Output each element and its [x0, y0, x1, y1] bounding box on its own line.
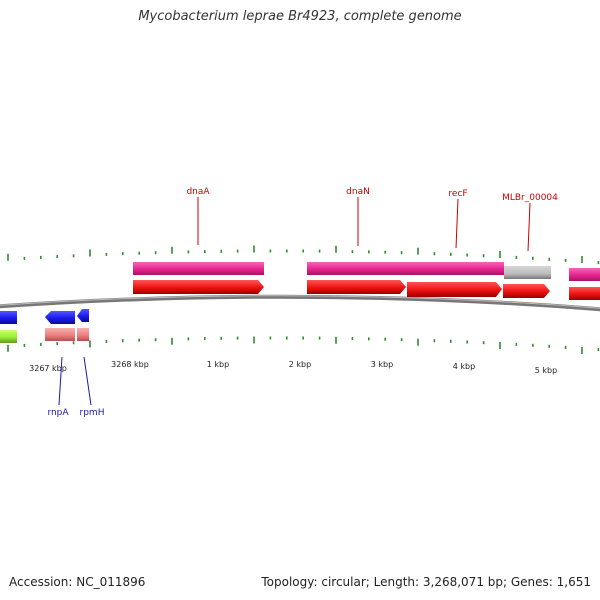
pseudo-feature[interactable]: [504, 266, 551, 279]
gene-label-MLBr_00004[interactable]: MLBr_00004: [502, 193, 558, 203]
tick-marks-bottom: [7, 336, 600, 354]
gene-arrow-recF[interactable]: [407, 282, 502, 297]
axis-label: 3267 kbp: [29, 364, 67, 373]
gene-label-leader: [58, 356, 63, 406]
genome-summary-text: Topology: circular; Length: 3,268,071 bp…: [261, 575, 591, 589]
genome-backbone: [0, 294, 600, 312]
gene-arrow-rpmH[interactable]: [77, 309, 89, 322]
axis-label: 3 kbp: [371, 360, 393, 369]
gene-arrow-dnaA[interactable]: [133, 280, 264, 294]
gene-feature[interactable]: [0, 311, 17, 324]
axis-label: 5 kbp: [535, 366, 557, 375]
axis-label: 1 kbp: [207, 360, 229, 369]
gene-label-leader: [455, 198, 459, 249]
map-title: Mycobacterium leprae Br4923, complete ge…: [138, 9, 462, 24]
gene-arrow-rnpA[interactable]: [45, 311, 75, 324]
accession-text: Accession: NC_011896: [9, 575, 146, 589]
gene-feature[interactable]: [569, 287, 600, 300]
axis-label: 2 kbp: [289, 360, 311, 369]
cds-feature[interactable]: [77, 328, 89, 341]
cds-feature[interactable]: [569, 268, 600, 281]
gene-label-dnaA[interactable]: dnaA: [186, 187, 210, 197]
gene-label-recF[interactable]: recF: [448, 189, 467, 199]
gene-label-rnpA[interactable]: rnpA: [47, 408, 69, 418]
gene-label-leader: [527, 202, 531, 252]
axis-label: 3268 kbp: [111, 360, 149, 369]
gene-arrow-MLBr_00004[interactable]: [503, 284, 550, 298]
gene-label-leader: [83, 356, 92, 406]
axis-label: 4 kbp: [453, 362, 475, 371]
gene-label-dnaN[interactable]: dnaN: [346, 187, 370, 197]
other-feature[interactable]: [0, 330, 17, 343]
gene-label-rpmH[interactable]: rpmH: [80, 408, 105, 418]
tick-marks-top: [7, 245, 600, 265]
cds-feature[interactable]: [45, 328, 75, 341]
cds-feature[interactable]: [307, 262, 504, 275]
gene-arrow-dnaN[interactable]: [307, 280, 406, 294]
cds-feature[interactable]: [133, 262, 264, 275]
genome-backbone-highlight: [0, 295, 600, 309]
